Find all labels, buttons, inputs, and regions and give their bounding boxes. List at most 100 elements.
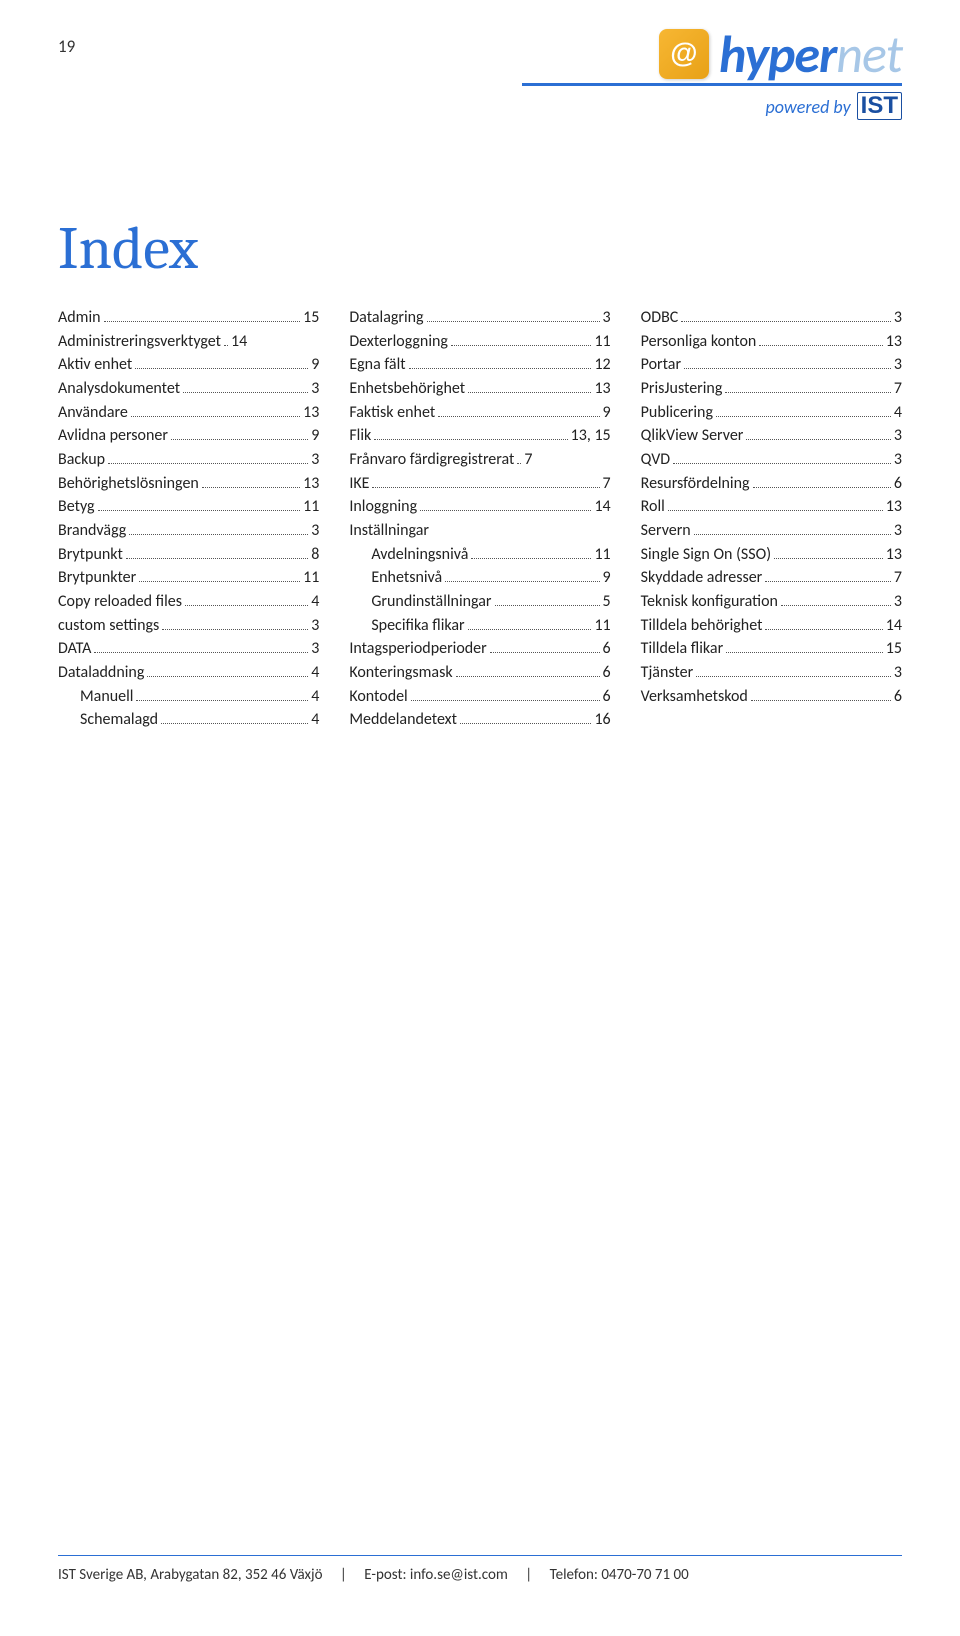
- page-title: Index: [58, 214, 198, 283]
- index-entry-label: IKE: [349, 472, 369, 496]
- index-entry-dots: [716, 404, 891, 417]
- index-entry: Betyg 11: [58, 495, 319, 519]
- index-entry-page: 7: [524, 448, 532, 472]
- at-badge-icon: [659, 29, 709, 79]
- index-entry-label: Analysdokumentet: [58, 377, 180, 401]
- brand-wordmark: hypernet: [719, 28, 902, 80]
- footer-email-label: E-post:: [364, 1566, 406, 1584]
- index-entry: Grundinställningar 5: [349, 590, 610, 614]
- index-entry-label: Specifika flikar: [371, 614, 464, 638]
- index-entry-dots: [517, 451, 521, 464]
- index-entry-dots: [129, 522, 308, 535]
- index-entry: Dataladdning 4: [58, 661, 319, 685]
- index-entry-dots: [136, 688, 308, 701]
- index-entry-label: Egna fält: [349, 353, 405, 377]
- index-entry-label: Inställningar: [349, 519, 429, 543]
- index-entry: Avlidna personer 9: [58, 424, 319, 448]
- index-entry-page: 9: [311, 424, 319, 448]
- index-entry: Skyddade adresser 7: [641, 566, 902, 590]
- index-entry: PrisJustering 7: [641, 377, 902, 401]
- index-entry-page: 3: [894, 424, 902, 448]
- index-entry: Enhetsbehörighet 13: [349, 377, 610, 401]
- index-entry-page: 9: [603, 566, 611, 590]
- index-entry-label: Faktisk enhet: [349, 401, 435, 425]
- index-entry: Kontodel 6: [349, 685, 610, 709]
- index-entry: Backup 3: [58, 448, 319, 472]
- index-entry-dots: [753, 475, 891, 488]
- index-entry: Flik 13, 15: [349, 424, 610, 448]
- index-entry-label: Roll: [641, 495, 665, 519]
- index-entry-label: Enhetsnivå: [371, 566, 442, 590]
- brand-primary: hyper: [719, 22, 836, 86]
- index-entry-dots: [746, 428, 891, 441]
- index-entry-page: 11: [303, 566, 319, 590]
- index-entry-label: Single Sign On (SSO): [641, 543, 771, 567]
- index-entry-dots: [759, 333, 882, 346]
- index-entry-label: Personliga konton: [641, 330, 757, 354]
- index-entry-dots: [673, 451, 891, 464]
- index-entry: QVD 3: [641, 448, 902, 472]
- logo-row-1: hypernet: [522, 28, 902, 80]
- index-entry-label: Enhetsbehörighet: [349, 377, 465, 401]
- index-entry: custom settings 3: [58, 614, 319, 638]
- index-entry-dots: [374, 428, 567, 441]
- index-entry-dots: [185, 593, 308, 606]
- index-column-2: Datalagring 3Dexterloggning 11Egna fält …: [349, 306, 610, 732]
- index-entry-dots: [694, 522, 891, 535]
- index-entry-dots: [126, 546, 308, 559]
- index-entry-page: 9: [311, 353, 319, 377]
- index-entry-label: Kontodel: [349, 685, 407, 709]
- index-entry: Specifika flikar 11: [349, 614, 610, 638]
- index-entry-label: Behörighetslösningen: [58, 472, 199, 496]
- index-entry-label: Copy reloaded files: [58, 590, 182, 614]
- index-entry: Frånvaro färdigregistrerat 7: [349, 448, 610, 472]
- index-entry-dots: [409, 357, 592, 370]
- index-entry: Roll 13: [641, 495, 902, 519]
- index-entry: Schemalagd 4: [58, 708, 319, 732]
- footer-company: IST Sverige AB, Arabygatan 82, 352 46 Vä…: [58, 1566, 323, 1584]
- index-entry-page: 3: [603, 306, 611, 330]
- index-entry: Enhetsnivå 9: [349, 566, 610, 590]
- index-entry-label: Servern: [641, 519, 691, 543]
- index-entry: Tjänster 3: [641, 661, 902, 685]
- index-entry: Analysdokumentet 3: [58, 377, 319, 401]
- index-entry-dots: [224, 333, 228, 346]
- index-entry: Intagsperiodperioder 6: [349, 637, 610, 661]
- index-entry-dots: [490, 641, 600, 654]
- index-entry: Teknisk konfiguration 3: [641, 590, 902, 614]
- index-entry: Datalagring 3: [349, 306, 610, 330]
- index-entry: Meddelandetext 16: [349, 708, 610, 732]
- index-columns: Admin 15Administreringsverktyget 14Aktiv…: [58, 306, 902, 732]
- index-entry-page: 3: [311, 519, 319, 543]
- index-entry-page: 13: [303, 472, 319, 496]
- index-entry-page: 11: [594, 330, 610, 354]
- index-entry: Portar 3: [641, 353, 902, 377]
- index-entry-label: Admin: [58, 306, 101, 330]
- logo-row-2: powered by IST: [522, 92, 902, 120]
- index-entry-page: 3: [311, 614, 319, 638]
- index-entry-dots: [427, 309, 600, 322]
- index-entry-label: Meddelandetext: [349, 708, 457, 732]
- index-entry-dots: [420, 499, 591, 512]
- index-entry-dots: [108, 451, 308, 464]
- index-entry: Brytpunkt 8: [58, 543, 319, 567]
- logo-block: hypernet powered by IST: [522, 28, 902, 120]
- index-entry-dots: [725, 380, 891, 393]
- index-entry-page: 3: [894, 519, 902, 543]
- index-entry-label: PrisJustering: [641, 377, 723, 401]
- index-entry: Egna fält 12: [349, 353, 610, 377]
- index-entry-label: Flik: [349, 424, 371, 448]
- index-entry-page: 6: [603, 661, 611, 685]
- index-entry: Tilldela behörighet 14: [641, 614, 902, 638]
- footer-phone-label: Telefon:: [550, 1566, 598, 1584]
- index-entry-dots: [202, 475, 300, 488]
- index-entry-label: Administreringsverktyget: [58, 330, 221, 354]
- index-entry-page: 15: [886, 637, 902, 661]
- index-entry-dots: [162, 617, 308, 630]
- footer: IST Sverige AB, Arabygatan 82, 352 46 Vä…: [58, 1555, 902, 1584]
- index-entry: DATA 3: [58, 637, 319, 661]
- index-entry-label: Avdelningsnivå: [371, 543, 468, 567]
- index-entry-dots: [451, 333, 592, 346]
- page-number: 19: [58, 36, 75, 57]
- index-entry-label: Aktiv enhet: [58, 353, 132, 377]
